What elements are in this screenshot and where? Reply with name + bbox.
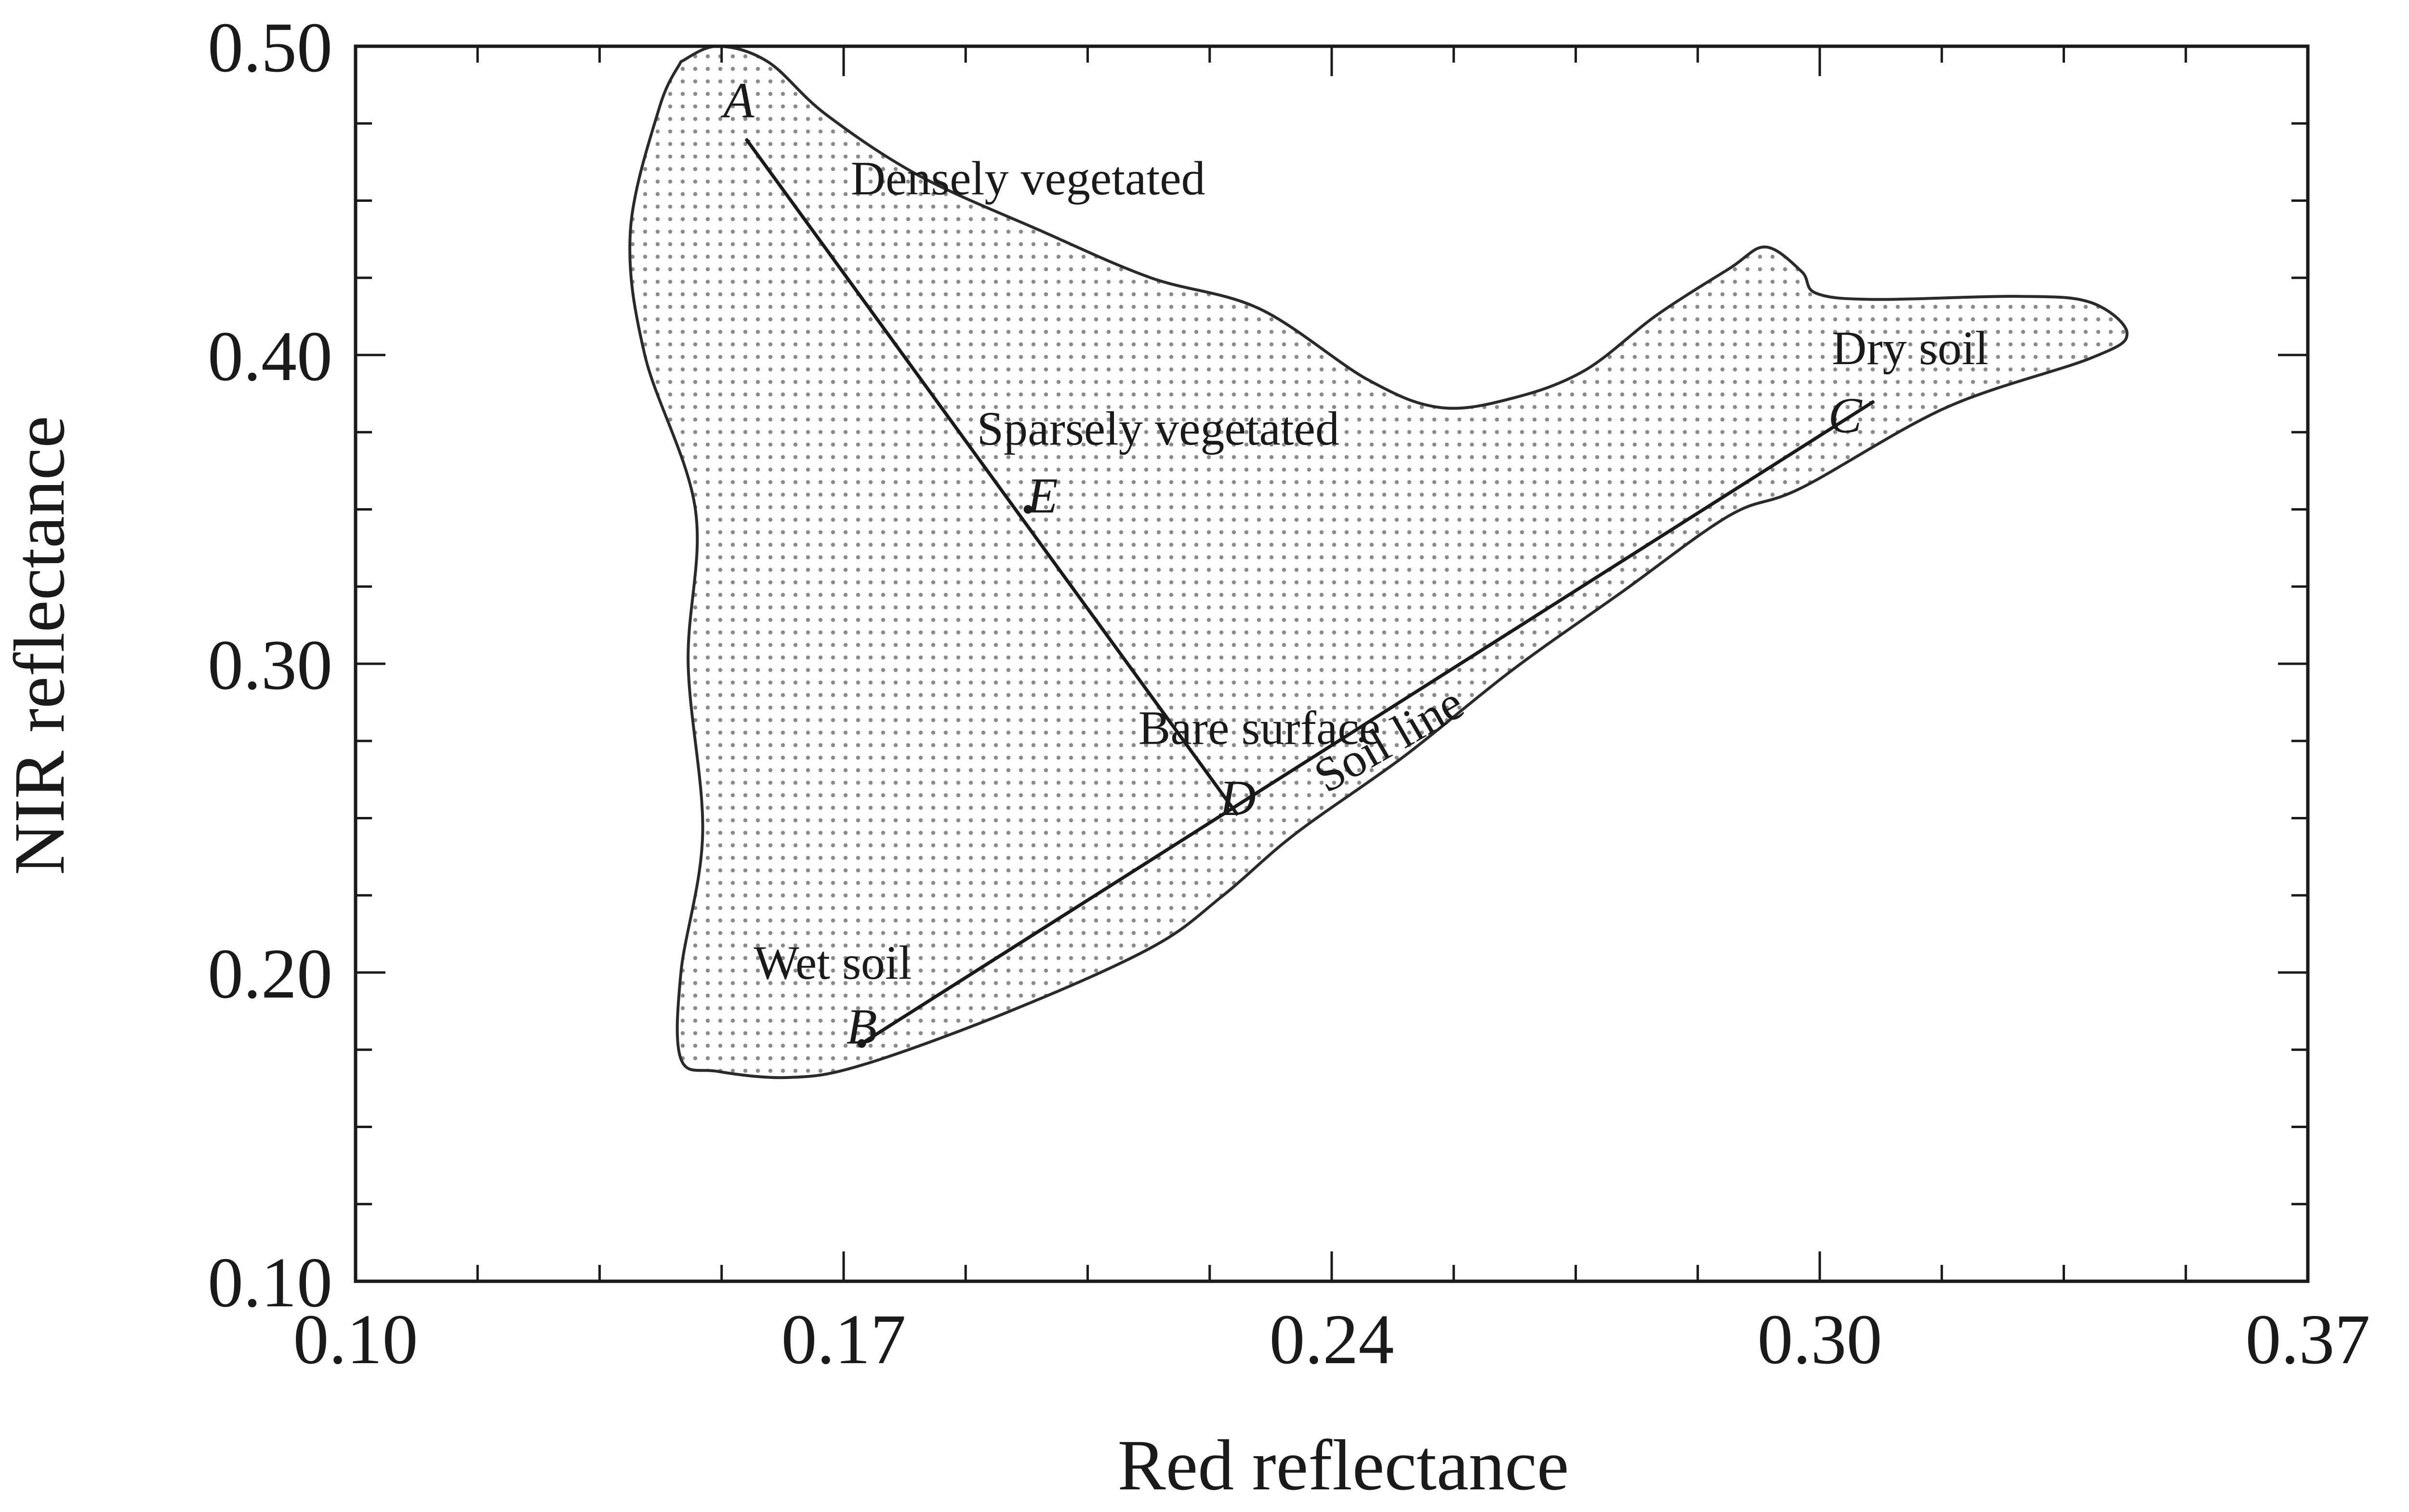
vegetation-line xyxy=(744,138,1239,816)
y-tick-label: 0.50 xyxy=(208,8,332,87)
point-label-d: D xyxy=(1218,770,1256,826)
point-label-b: B xyxy=(846,998,877,1054)
annotation-sparsely-vegetated: Sparsely vegetated xyxy=(977,402,1340,455)
y-tick-label: 0.20 xyxy=(208,934,332,1013)
y-tick-label: 0.30 xyxy=(208,626,332,705)
x-axis-label: Red reflectance xyxy=(1118,1425,1569,1505)
annotation-wet-soil: Wet soil xyxy=(754,936,912,989)
x-tick-label: 0.17 xyxy=(781,1300,906,1379)
x-tick-label: 0.37 xyxy=(2246,1300,2370,1379)
point-label-e: E xyxy=(1026,467,1058,524)
x-tick-label: 0.24 xyxy=(1270,1300,1394,1379)
annotation-densely-vegetated: Densely vegetated xyxy=(851,152,1205,205)
x-tick-label: 0.30 xyxy=(1758,1300,1882,1379)
annotation-bare-surface: Bare surface xyxy=(1138,701,1380,755)
point-label-a: A xyxy=(720,72,754,128)
point-label-c: C xyxy=(1828,387,1863,443)
annotation-dry-soil: Dry soil xyxy=(1832,321,1988,375)
soil-line xyxy=(860,400,1874,1045)
y-axis-label: NIR reflectance xyxy=(0,416,79,875)
x-tick-label: 0.10 xyxy=(293,1300,418,1379)
y-tick-label: 0.40 xyxy=(208,317,332,396)
y-tick-label: 0.10 xyxy=(208,1243,332,1322)
point-marker-b xyxy=(857,1039,866,1048)
point-marker-e xyxy=(1023,505,1032,514)
scatter-point-cloud xyxy=(628,45,2129,1079)
